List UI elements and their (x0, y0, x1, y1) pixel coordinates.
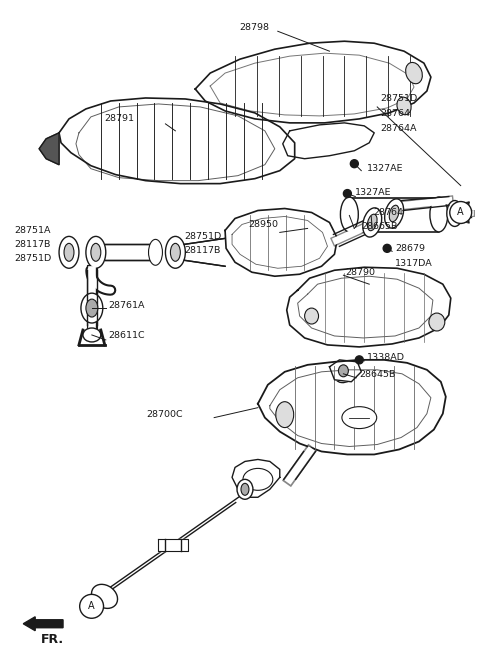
Ellipse shape (342, 407, 377, 428)
Text: 28764A: 28764A (380, 125, 417, 133)
Polygon shape (349, 197, 439, 232)
Polygon shape (106, 496, 240, 594)
Ellipse shape (243, 468, 273, 490)
Ellipse shape (59, 236, 79, 268)
Ellipse shape (338, 365, 348, 377)
Text: FR.: FR. (41, 633, 64, 646)
Polygon shape (105, 244, 156, 260)
Ellipse shape (363, 208, 382, 237)
Circle shape (355, 356, 363, 364)
Ellipse shape (81, 293, 103, 323)
Ellipse shape (340, 197, 358, 232)
FancyArrow shape (23, 617, 63, 630)
Text: 28764: 28764 (373, 208, 403, 217)
Text: 1338AD: 1338AD (367, 354, 405, 362)
Ellipse shape (367, 215, 377, 231)
Text: 28798: 28798 (239, 23, 269, 31)
Text: 1327AE: 1327AE (355, 188, 392, 197)
Ellipse shape (397, 97, 411, 115)
Text: 28751D: 28751D (14, 254, 51, 263)
Ellipse shape (237, 480, 253, 499)
Text: 28790: 28790 (346, 268, 375, 277)
Ellipse shape (64, 243, 74, 261)
Polygon shape (287, 267, 451, 347)
Ellipse shape (86, 236, 106, 268)
Polygon shape (195, 41, 431, 123)
Text: 28764: 28764 (380, 110, 410, 119)
Text: 28751D: 28751D (380, 94, 418, 104)
Ellipse shape (305, 308, 319, 324)
Circle shape (343, 190, 351, 197)
Text: 28791: 28791 (105, 114, 135, 123)
Ellipse shape (335, 365, 356, 382)
Polygon shape (258, 360, 446, 455)
Ellipse shape (92, 584, 118, 608)
Polygon shape (59, 98, 295, 184)
Text: 28700C: 28700C (146, 410, 183, 419)
Text: 1327AE: 1327AE (367, 164, 404, 173)
Polygon shape (329, 360, 361, 382)
Circle shape (450, 201, 472, 224)
Text: 28751D: 28751D (184, 232, 222, 241)
Text: 1317DA: 1317DA (395, 258, 433, 268)
Text: 28679: 28679 (395, 244, 425, 253)
Text: 28611C: 28611C (109, 331, 145, 340)
Polygon shape (225, 209, 337, 276)
Ellipse shape (430, 197, 448, 232)
Ellipse shape (170, 243, 180, 261)
Text: 28117B: 28117B (14, 240, 51, 249)
Ellipse shape (276, 401, 294, 428)
Text: 28117B: 28117B (184, 246, 221, 255)
Text: 28950: 28950 (248, 220, 278, 229)
Polygon shape (39, 133, 59, 165)
Ellipse shape (451, 207, 459, 220)
Ellipse shape (406, 62, 422, 84)
Circle shape (350, 159, 358, 168)
Polygon shape (158, 539, 188, 551)
Text: 28751A: 28751A (14, 226, 51, 235)
Ellipse shape (86, 299, 98, 317)
Polygon shape (454, 203, 468, 222)
Polygon shape (232, 459, 280, 497)
Ellipse shape (83, 328, 101, 342)
Text: A: A (457, 207, 464, 218)
Ellipse shape (241, 483, 249, 495)
Ellipse shape (166, 236, 185, 268)
Circle shape (383, 244, 391, 253)
Ellipse shape (429, 313, 445, 331)
Text: A: A (88, 602, 95, 611)
Circle shape (80, 594, 104, 618)
Polygon shape (184, 238, 225, 266)
Polygon shape (283, 123, 374, 159)
Text: 28665B: 28665B (361, 222, 397, 231)
Ellipse shape (447, 201, 463, 226)
Text: 28761A: 28761A (109, 300, 145, 310)
Ellipse shape (91, 243, 101, 261)
Text: 28645B: 28645B (360, 370, 396, 379)
Ellipse shape (148, 239, 162, 265)
Ellipse shape (384, 199, 404, 228)
Ellipse shape (389, 205, 399, 222)
